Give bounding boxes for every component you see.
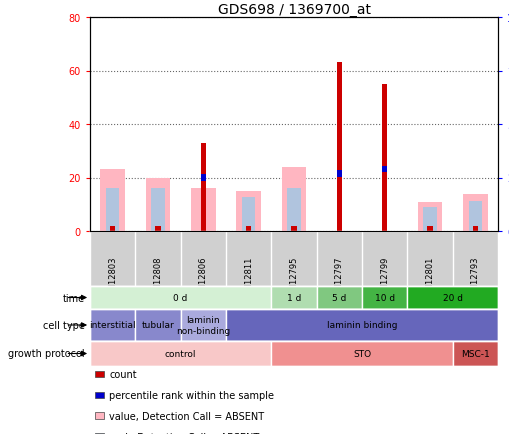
Text: GSM12799: GSM12799 xyxy=(379,256,388,302)
Bar xyxy=(417,202,442,231)
Bar xyxy=(287,189,300,231)
Text: rank, Detection Call = ABSENT: rank, Detection Call = ABSENT xyxy=(109,432,259,434)
Text: 1 d: 1 d xyxy=(286,293,301,302)
Bar xyxy=(90,341,271,366)
Bar xyxy=(200,175,206,181)
Text: GSM12793: GSM12793 xyxy=(470,256,479,302)
Title: GDS698 / 1369700_at: GDS698 / 1369700_at xyxy=(217,3,370,17)
Text: GSM12808: GSM12808 xyxy=(153,256,162,302)
Text: time: time xyxy=(63,293,84,303)
Bar xyxy=(472,226,477,231)
Bar xyxy=(361,286,407,309)
Text: GSM12801: GSM12801 xyxy=(425,256,434,302)
Text: GSM12797: GSM12797 xyxy=(334,256,343,302)
Bar xyxy=(291,226,296,231)
Bar xyxy=(407,286,497,309)
Bar xyxy=(151,189,164,231)
Bar xyxy=(90,309,135,341)
Text: cell type: cell type xyxy=(43,320,84,330)
Bar xyxy=(106,189,119,231)
Text: 5 d: 5 d xyxy=(331,293,346,302)
Bar xyxy=(281,168,306,231)
Text: 20 d: 20 d xyxy=(442,293,462,302)
Bar xyxy=(200,143,206,231)
Bar xyxy=(225,309,497,341)
Bar xyxy=(190,189,215,231)
Text: GSM12811: GSM12811 xyxy=(244,256,252,302)
Text: MSC-1: MSC-1 xyxy=(460,349,489,358)
Bar xyxy=(381,166,387,173)
Bar xyxy=(145,178,170,231)
Bar xyxy=(462,194,487,231)
Text: percentile rank within the sample: percentile rank within the sample xyxy=(109,390,274,400)
Text: 0 d: 0 d xyxy=(173,293,187,302)
Bar xyxy=(271,286,316,309)
Bar xyxy=(468,201,481,231)
Text: GSM12803: GSM12803 xyxy=(108,256,117,302)
Bar xyxy=(90,286,271,309)
Text: GSM12795: GSM12795 xyxy=(289,256,298,302)
Bar xyxy=(381,85,387,231)
Bar xyxy=(110,226,115,231)
Bar xyxy=(316,286,361,309)
Bar xyxy=(427,226,432,231)
Bar xyxy=(100,170,125,231)
Text: laminin binding: laminin binding xyxy=(326,321,397,330)
Text: tubular: tubular xyxy=(142,321,174,330)
Text: laminin
non-binding: laminin non-binding xyxy=(176,316,230,335)
Bar xyxy=(236,191,261,231)
Bar xyxy=(271,341,452,366)
Text: GSM12806: GSM12806 xyxy=(199,256,208,302)
Bar xyxy=(336,171,342,177)
Text: growth protocol: growth protocol xyxy=(8,349,84,358)
Bar xyxy=(135,309,180,341)
Bar xyxy=(155,226,160,231)
Text: interstitial: interstitial xyxy=(89,321,136,330)
Bar xyxy=(245,226,251,231)
Text: STO: STO xyxy=(352,349,371,358)
Bar xyxy=(422,208,436,231)
Text: count: count xyxy=(109,369,137,379)
Bar xyxy=(452,341,497,366)
Bar xyxy=(336,63,342,231)
Text: 10 d: 10 d xyxy=(374,293,394,302)
Bar xyxy=(180,309,225,341)
Bar xyxy=(241,197,255,231)
Text: value, Detection Call = ABSENT: value, Detection Call = ABSENT xyxy=(109,411,264,421)
Text: control: control xyxy=(164,349,196,358)
